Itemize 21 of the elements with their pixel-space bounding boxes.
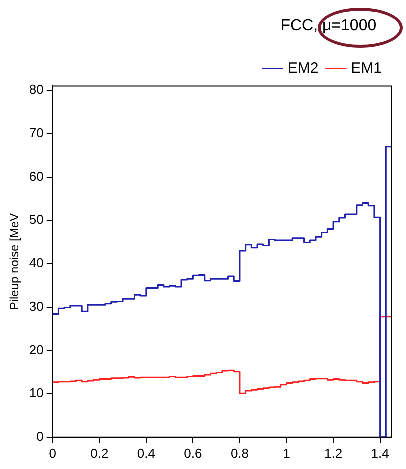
y-tick-label: 70 xyxy=(29,125,44,140)
y-tick-label: 0 xyxy=(36,428,44,444)
x-tick-label: 1.4 xyxy=(371,446,390,461)
x-tick-label: 0.6 xyxy=(184,446,202,461)
y-tick-label: 50 xyxy=(29,212,44,228)
y-tick-label: 80 xyxy=(29,82,44,98)
x-tick-label: 0.8 xyxy=(230,446,250,461)
x-tick-label: 1.2 xyxy=(324,446,343,461)
y-axis-title: Pileup noise [MeV xyxy=(8,213,22,310)
y-tick-label: 10 xyxy=(29,386,44,401)
x-tick-label: 1 xyxy=(283,446,290,461)
y-tick-label: 60 xyxy=(29,168,44,184)
legend-label: EM2 xyxy=(288,60,319,77)
legend-title: FCC, μ=1000 xyxy=(280,17,377,34)
legend-label: EM1 xyxy=(351,60,382,77)
x-tick-label: 0 xyxy=(49,446,56,461)
y-tick-label: 20 xyxy=(29,342,44,358)
y-tick-label: 40 xyxy=(29,256,44,271)
x-tick-label: 0.4 xyxy=(137,446,156,461)
y-tick-label: 30 xyxy=(29,298,44,314)
x-tick-label: 0.2 xyxy=(90,446,109,461)
